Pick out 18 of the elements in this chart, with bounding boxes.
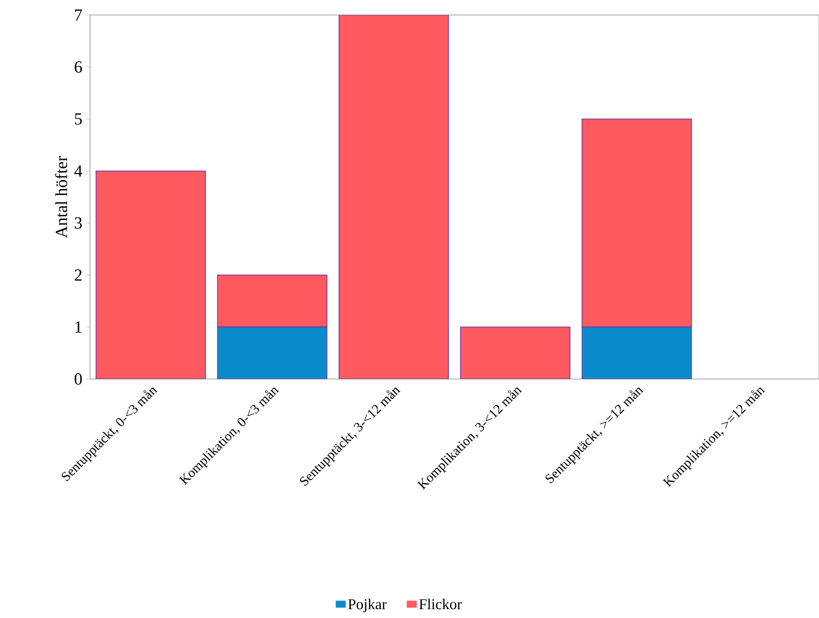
- y-tick-label: 7: [75, 9, 82, 21]
- y-tick-label: 0: [74, 373, 82, 385]
- legend-label: Pojkar: [348, 598, 387, 612]
- bar: [460, 327, 570, 379]
- bar: [582, 118, 692, 328]
- bar: [217, 274, 328, 328]
- y-tick-label: 3: [74, 217, 82, 229]
- y-axis-title: Antal höfter: [55, 156, 68, 238]
- bar: [96, 171, 206, 379]
- y-tick-label: 4: [74, 165, 82, 177]
- y-tick-label: 5: [74, 113, 82, 125]
- bar: [218, 327, 327, 379]
- y-tick-label: 2: [74, 269, 82, 281]
- bar: [339, 15, 448, 379]
- y-tick-label: 1: [75, 321, 82, 333]
- bar: [582, 326, 692, 379]
- y-tick-label: 6: [74, 61, 82, 73]
- legend-label: Flickor: [419, 598, 462, 610]
